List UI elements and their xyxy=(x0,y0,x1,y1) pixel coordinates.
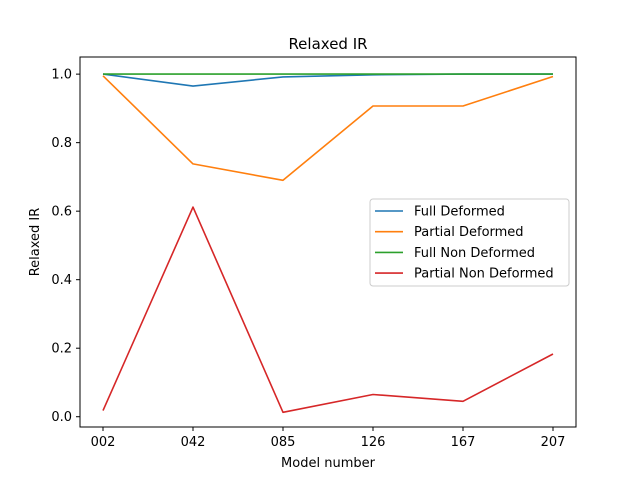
x-axis-label: Model number xyxy=(281,456,376,471)
x-tick-label: 207 xyxy=(541,435,566,450)
x-tick-label: 167 xyxy=(451,435,476,450)
x-tick-label: 085 xyxy=(271,435,296,450)
series-lines xyxy=(102,73,554,414)
y-tick-label: 0.8 xyxy=(51,136,72,151)
x-axis: 002 042 085 126 167 207 xyxy=(91,427,566,450)
chart-title: Relaxed IR xyxy=(288,35,367,53)
legend-box xyxy=(369,198,570,287)
y-tick-label: 1.0 xyxy=(51,68,72,83)
series-line-partial-deformed xyxy=(102,75,554,182)
x-tick-label: 126 xyxy=(361,435,386,450)
legend-entry: Full Non Deformed xyxy=(414,246,535,261)
legend-entry: Partial Non Deformed xyxy=(414,267,554,282)
x-tick-label: 002 xyxy=(91,435,116,450)
legend-entry: Full Deformed xyxy=(414,205,505,220)
plot-frame xyxy=(79,56,577,428)
y-tick-label: 0.4 xyxy=(51,273,72,288)
x-tick-label: 042 xyxy=(181,435,206,450)
y-tick-label: 0.2 xyxy=(51,342,72,357)
legend: Full Deformed Partial Deformed Full Non De… xyxy=(369,198,570,287)
y-axis-label: Relaxed IR xyxy=(28,208,43,277)
y-tick-label: 0.0 xyxy=(51,410,72,425)
y-axis: 0.0 0.2 0.4 0.6 0.8 1.0 xyxy=(51,68,80,425)
y-tick-label: 0.6 xyxy=(51,205,72,220)
series-line-partial-non-deformed xyxy=(102,206,554,414)
legend-entry: Partial Deformed xyxy=(414,225,524,240)
